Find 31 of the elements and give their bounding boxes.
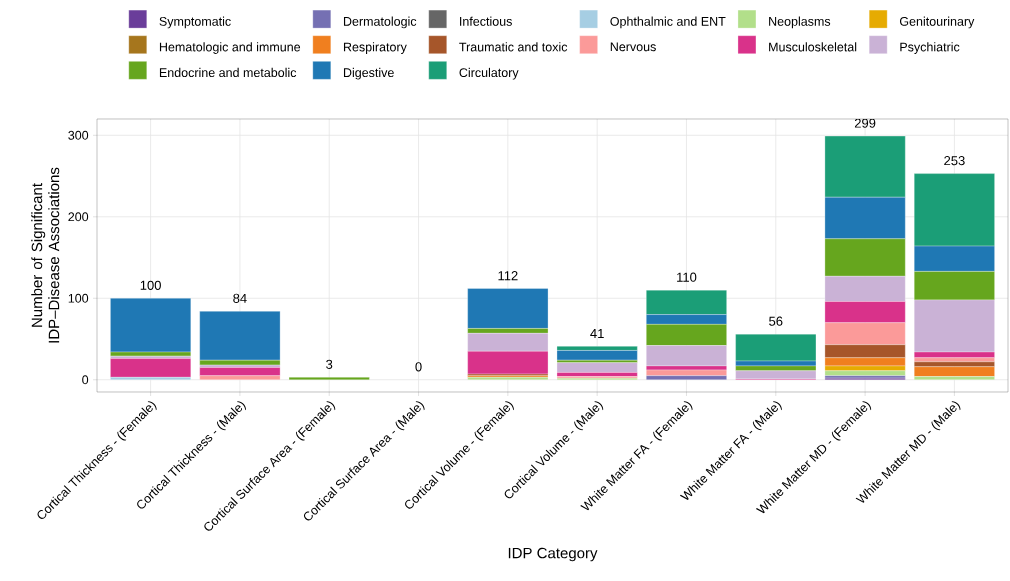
total-label: 0 — [415, 362, 422, 372]
total-label: 100 — [140, 280, 161, 290]
total-label: 253 — [944, 156, 965, 166]
legend-label: Psychiatric — [900, 42, 960, 54]
total-label: 56 — [769, 316, 783, 326]
legend-label: Traumatic and toxic — [459, 42, 568, 52]
y-tick-label: 0 — [82, 375, 89, 385]
legend-label: Ophthalmic and ENT — [610, 16, 726, 29]
total-label: 299 — [854, 118, 876, 128]
total-label: 112 — [498, 271, 518, 281]
legend-label: Symptomatic — [159, 16, 231, 29]
y-tick-label: 300 — [68, 130, 89, 140]
y-tick-label: 100 — [68, 293, 89, 303]
total-label: 110 — [677, 272, 697, 282]
total-label: 41 — [590, 329, 604, 338]
total-label: 3 — [326, 359, 333, 369]
y-axis-title: Number of Significant IDP–Disease Associations — [31, 167, 60, 343]
total-label: 84 — [233, 293, 247, 303]
legend-label: Digestive — [343, 67, 394, 80]
legend-label: Nervous — [610, 42, 656, 52]
legend-label: Neoplasms — [769, 16, 831, 29]
legend-label: Circulatory — [459, 67, 519, 80]
legend-label: Infectious — [460, 16, 512, 26]
legend-label: Dermatologic — [343, 16, 417, 29]
legend-label: Endocrine and metabolic — [159, 67, 297, 78]
x-axis-title: IDP Category — [508, 547, 598, 562]
y-tick-label: 200 — [68, 212, 89, 222]
legend-label: Genitourinary — [899, 16, 975, 29]
legend-label: Hematologic and immune — [159, 42, 301, 54]
legend-label: Musculoskeletal — [769, 42, 857, 52]
legend-label: Respiratory — [343, 42, 407, 54]
